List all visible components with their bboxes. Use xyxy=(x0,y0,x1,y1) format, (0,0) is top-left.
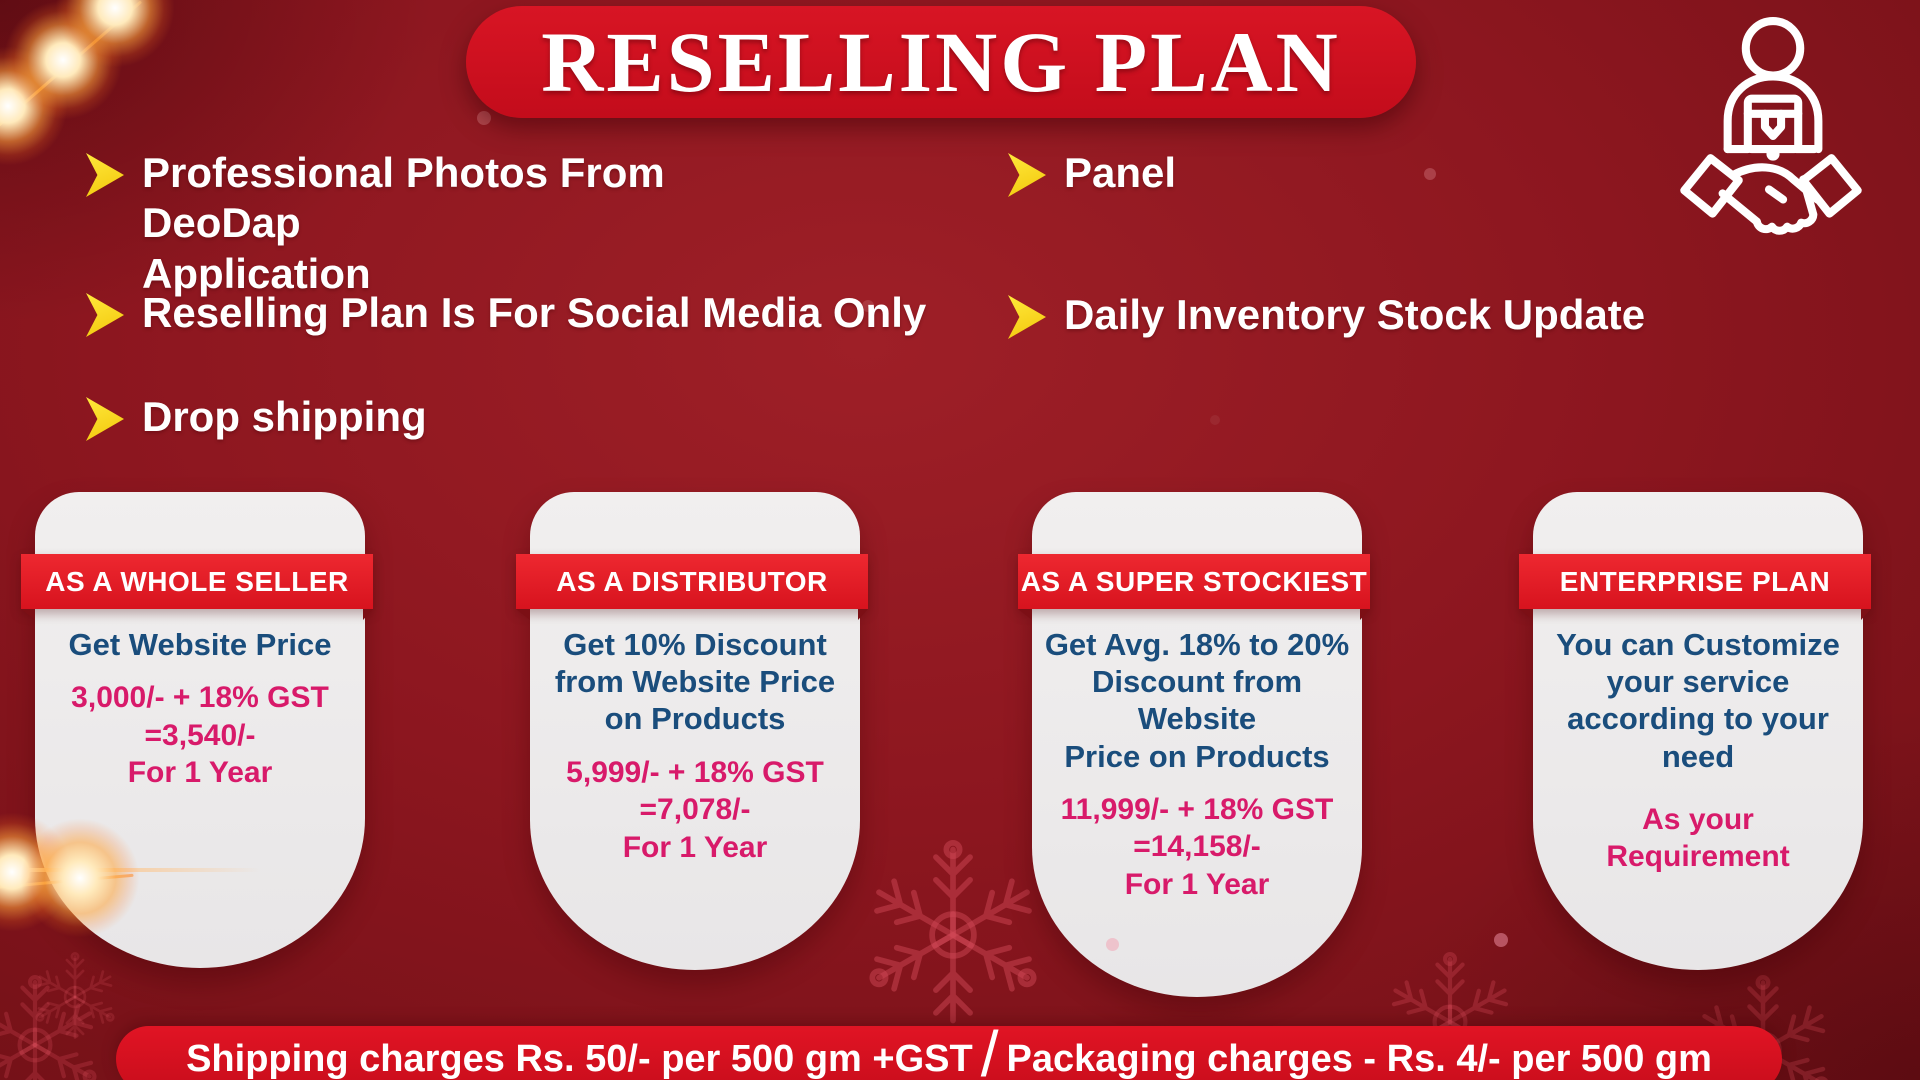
decor-dot xyxy=(1494,933,1508,947)
light-bulb-glow xyxy=(3,0,123,120)
plan-ribbon: AS A SUPER STOCKIEST xyxy=(1018,554,1370,620)
light-bulb-glow xyxy=(0,46,68,166)
plan-card-distributor: AS A DISTRIBUTOR Get 10% Discount from W… xyxy=(516,492,868,970)
decor-dot xyxy=(1106,938,1119,951)
plan-ribbon: AS A WHOLE SELLER xyxy=(21,554,373,620)
feature-text: Panel xyxy=(1064,149,1177,196)
plan-price: 5,999/- + 18% GST =7,078/- For 1 Year xyxy=(566,755,824,864)
plan-ribbon: ENTERPRISE PLAN xyxy=(1519,554,1871,620)
decor-dot xyxy=(1210,415,1220,425)
plan-name: AS A DISTRIBUTOR xyxy=(556,565,828,597)
string-lights-wire xyxy=(0,0,143,131)
plan-card-whole-seller: AS A WHOLE SELLER Get Website Price 3,00… xyxy=(21,492,373,968)
plan-card-content: Get Website Price 3,000/- + 18% GST =3,5… xyxy=(35,492,365,792)
packaging-charges-text: Packaging charges - Rs. 4/- per 500 gm xyxy=(1006,1037,1712,1080)
plan-card-content: You can Customize your service according… xyxy=(1533,492,1863,876)
plan-price: As your Requirement xyxy=(1606,802,1790,874)
feature-bullet: Reselling Plan Is For Social Media Only xyxy=(86,288,1086,338)
plan-card-enterprise: ENTERPRISE PLAN You can Customize your s… xyxy=(1519,492,1871,970)
feature-text: Daily Inventory Stock Update xyxy=(1064,291,1646,338)
feature-text: Professional Photos From DeoDap Applicat… xyxy=(142,149,665,297)
plan-price: 11,999/- + 18% GST =14,158/- For 1 Year xyxy=(1060,792,1334,901)
decor-dot xyxy=(862,300,874,312)
yellow-arrow-icon xyxy=(1008,295,1046,339)
snowflake-icon xyxy=(31,952,119,1039)
decor-dot xyxy=(477,111,491,125)
plan-benefit: Get 10% Discount from Website Price on P… xyxy=(554,627,836,737)
decor-dot xyxy=(1424,168,1436,180)
reseller-handshake-icon xyxy=(1680,17,1862,235)
plan-card-super-stockiest: AS A SUPER STOCKIEST Get Avg. 18% to 20%… xyxy=(1018,492,1370,997)
yellow-arrow-icon xyxy=(86,397,124,441)
plan-card-content: Get Avg. 18% to 20% Discount from Websit… xyxy=(1032,492,1362,903)
feature-bullet: Drop shipping xyxy=(86,392,686,442)
plan-benefit: You can Customize your service according… xyxy=(1556,627,1840,774)
yellow-arrow-icon xyxy=(1008,153,1046,197)
plan-name: ENTERPRISE PLAN xyxy=(1559,565,1831,597)
lens-flare xyxy=(0,868,260,872)
yellow-arrow-icon xyxy=(86,153,124,197)
page-title: RESELLING PLAN xyxy=(541,14,1341,110)
plan-ribbon: AS A DISTRIBUTOR xyxy=(516,554,868,620)
charges-banner: Shipping charges Rs. 50/- per 500 gm +GS… xyxy=(116,1022,1782,1080)
feature-text: Reselling Plan Is For Social Media Only xyxy=(142,289,927,336)
feature-bullet: Daily Inventory Stock Update xyxy=(1008,290,1808,340)
yellow-arrow-icon xyxy=(86,293,124,337)
plan-benefit: Get Website Price xyxy=(68,627,332,662)
snowflake-icon xyxy=(858,840,1048,1030)
feature-text: Drop shipping xyxy=(142,393,427,440)
plan-name: AS A SUPER STOCKIEST xyxy=(1020,565,1368,597)
plan-price: 3,000/- + 18% GST =3,540/- For 1 Year xyxy=(71,681,329,790)
feature-bullet: Professional Photos From DeoDap Applicat… xyxy=(86,148,766,299)
plan-benefit: Get Avg. 18% to 20% Discount from Websit… xyxy=(1044,627,1350,774)
shipping-charges-text: Shipping charges Rs. 50/- per 500 gm +GS… xyxy=(186,1037,973,1080)
title-banner: RESELLING PLAN xyxy=(466,6,1416,118)
plan-name: AS A WHOLE SELLER xyxy=(45,565,349,597)
plan-card-content: Get 10% Discount from Website Price on P… xyxy=(530,492,860,866)
feature-bullet: Panel xyxy=(1008,148,1508,198)
